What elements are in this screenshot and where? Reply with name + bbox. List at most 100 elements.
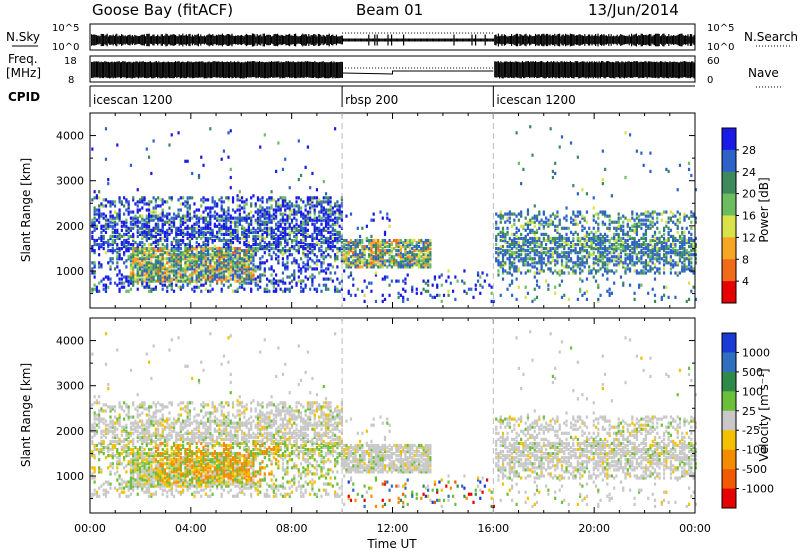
power-cell <box>136 253 139 257</box>
power-cell <box>125 208 128 212</box>
power-cell <box>195 226 198 230</box>
nsky-bar <box>356 38 358 42</box>
power-cell <box>467 287 471 291</box>
nsky-bar <box>403 34 405 46</box>
power-cell <box>510 279 514 283</box>
power-cell <box>336 257 339 261</box>
power-cell <box>603 167 607 172</box>
power-cell <box>517 285 520 289</box>
freq-bar <box>556 61 558 78</box>
power-cell <box>322 196 325 200</box>
power-cell <box>204 206 207 210</box>
nsky-bar <box>308 33 310 47</box>
power-cell <box>136 269 139 273</box>
power-cell <box>229 271 232 275</box>
power-cell <box>182 220 185 224</box>
freq-bar <box>692 61 694 78</box>
power-cell <box>413 255 416 259</box>
power-cell <box>141 271 144 275</box>
power-cell <box>91 198 94 202</box>
power-cell <box>526 238 530 243</box>
power-cell <box>336 277 339 281</box>
power-cell <box>334 257 337 261</box>
power-cell <box>588 255 591 259</box>
power-cell <box>606 247 609 251</box>
power-cell <box>225 265 228 269</box>
power-cell <box>506 212 509 216</box>
power-cell <box>510 238 514 243</box>
power-cell <box>533 297 536 302</box>
freq-bar <box>181 61 183 78</box>
power-cell <box>136 224 139 228</box>
power-cell <box>524 249 527 253</box>
power-cell <box>184 159 187 163</box>
power-cell <box>619 226 623 230</box>
nsky-bar <box>447 38 449 42</box>
power-cell <box>216 236 219 241</box>
power-cell <box>594 269 598 273</box>
freq-bar <box>200 61 202 78</box>
power-cell <box>272 208 275 212</box>
power-cell <box>161 265 164 269</box>
power-cell <box>159 247 162 251</box>
nsky-bar <box>249 35 251 45</box>
power-cell <box>535 218 539 222</box>
power-cell <box>236 289 239 293</box>
nsky-bar <box>406 38 408 42</box>
freq-bar <box>163 61 165 78</box>
power-cell <box>98 265 101 269</box>
power-cell <box>465 291 468 295</box>
freq-bar <box>155 61 157 78</box>
nsky-bar <box>296 35 298 45</box>
freq-bar <box>207 61 209 78</box>
power-cell <box>524 234 527 239</box>
power-cell <box>397 253 400 257</box>
power-cell <box>293 208 296 212</box>
power-cell <box>209 222 212 226</box>
power-cell <box>597 222 600 226</box>
power-cell <box>222 267 226 271</box>
power-cell <box>272 285 275 289</box>
power-cell <box>424 249 427 253</box>
power-cell <box>256 279 260 283</box>
freq-bar <box>601 61 603 78</box>
power-cell <box>91 218 94 222</box>
power-cell <box>551 271 555 275</box>
freq-bar <box>584 61 586 78</box>
nsky-bar <box>550 35 552 45</box>
power-cell <box>250 261 253 265</box>
power-cell <box>617 232 620 237</box>
power-cell <box>129 216 133 220</box>
power-cell <box>195 261 198 265</box>
nsearch-label: N.Search <box>744 30 798 44</box>
power-cell <box>293 212 296 216</box>
power-cell <box>379 242 382 247</box>
power-cell <box>501 228 505 232</box>
freq-bar <box>527 61 529 78</box>
power-cell <box>281 279 285 283</box>
power-cell <box>343 244 346 249</box>
power-cell <box>147 212 151 216</box>
power-cell <box>225 275 228 279</box>
power-cell <box>161 287 164 291</box>
power-cell <box>415 259 418 263</box>
power-cell <box>202 249 205 253</box>
freq-bar <box>533 61 535 78</box>
power-cell <box>186 251 189 255</box>
power-cell <box>613 220 616 224</box>
power-cell <box>113 200 117 204</box>
nsky-bar <box>319 34 321 46</box>
power-cell <box>533 214 536 218</box>
freq-bar <box>237 61 239 78</box>
power-cell <box>168 220 171 224</box>
power-cell <box>549 214 552 218</box>
power-cell <box>113 281 117 285</box>
nsky-bar <box>349 38 351 42</box>
power-cell <box>234 247 237 251</box>
power-cell <box>93 216 96 220</box>
power-cell <box>118 236 121 241</box>
power-cell <box>290 226 294 230</box>
power-cell <box>259 242 262 247</box>
power-cell <box>588 226 591 230</box>
power-cell <box>399 247 403 251</box>
